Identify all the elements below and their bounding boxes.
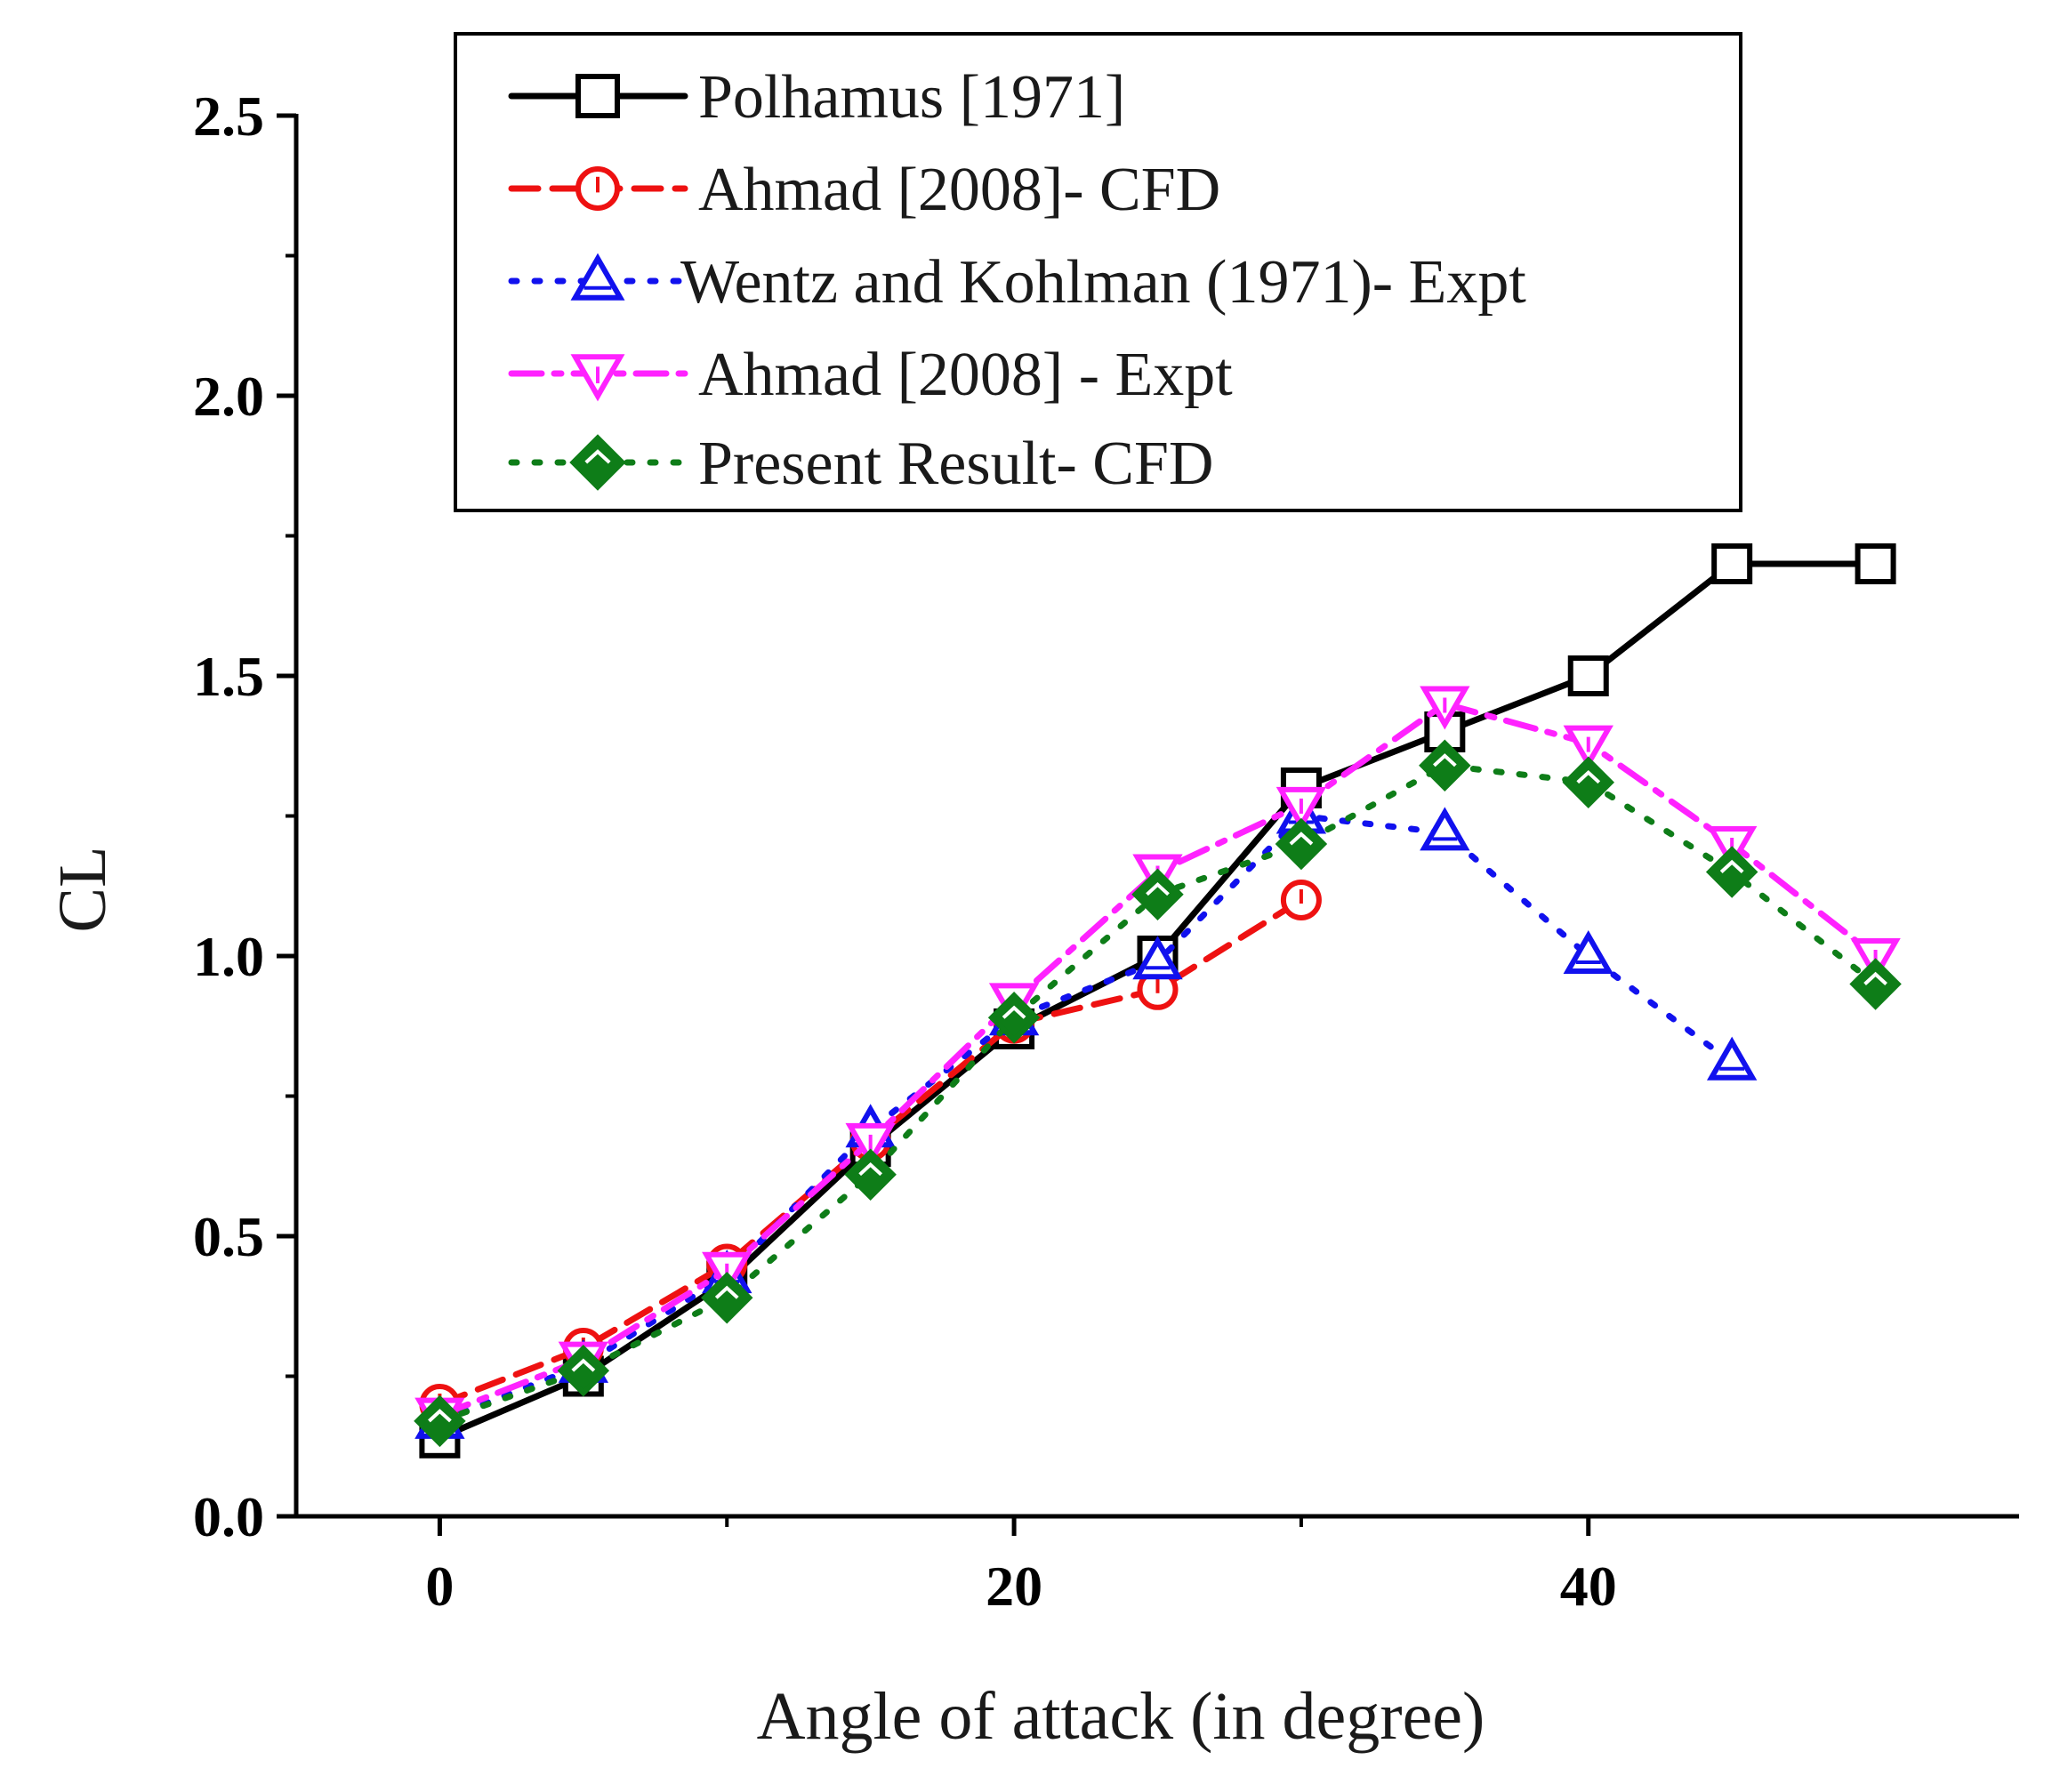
data-point	[1849, 958, 1902, 1010]
series-4	[414, 686, 1901, 1442]
data-point-highlight	[1146, 881, 1170, 896]
data-point-highlight	[858, 1161, 883, 1177]
x-tick-label: 20	[986, 1555, 1042, 1618]
data-point-highlight	[714, 1285, 739, 1299]
y-tick-label: 2.0	[193, 365, 264, 428]
legend-item: Ahmad [2008] - Expt	[508, 341, 1233, 409]
series-line	[436, 701, 1879, 1419]
legend: Polhamus [1971] Ahmad [2008]- CFD Wentz an…	[454, 32, 1742, 512]
data-point	[1711, 543, 1753, 584]
series-5	[414, 739, 1902, 1448]
data-point	[1563, 929, 1613, 974]
legend-label: Present Result- CFD	[698, 430, 1213, 498]
data-point-highlight	[1432, 753, 1457, 767]
x-axis-title: Angle of attack (in degree)	[757, 1679, 1485, 1754]
legend-item: Wentz and Kohlman (1971)- Expt	[508, 248, 1526, 317]
legend-label: Polhamus [1971]	[698, 63, 1125, 132]
data-point	[1562, 756, 1614, 808]
y-tick-label: 0.0	[193, 1485, 264, 1548]
data-point	[701, 1272, 753, 1324]
data-point	[1131, 868, 1184, 920]
axes-group: 0.0 0.5 1.0 1.5 2.0 2.5 0 20 40	[193, 84, 2019, 1618]
data-point	[844, 1148, 897, 1201]
x-tick-label: 40	[1560, 1555, 1617, 1618]
legend-box	[454, 32, 1742, 512]
data-point-highlight	[1719, 859, 1744, 873]
legend-marker	[569, 434, 626, 491]
data-point	[557, 1344, 610, 1397]
data-point-highlight	[571, 1358, 596, 1372]
data-point-highlight	[1002, 1005, 1026, 1019]
legend-item: Polhamus [1971]	[508, 63, 1125, 132]
legend-label: Wentz and Kohlman (1971)- Expt	[680, 248, 1526, 317]
data-point	[1567, 655, 1609, 696]
data-point-highlight	[1863, 971, 1887, 985]
data-point	[414, 1394, 466, 1448]
x-tick-label: 0	[425, 1555, 454, 1618]
data-point-highlight	[1576, 769, 1601, 784]
data-point-highlight	[1289, 832, 1314, 846]
data-point	[1855, 543, 1896, 584]
data-point	[1419, 739, 1471, 792]
y-axis-title: CL	[45, 846, 120, 932]
data-point	[1705, 846, 1758, 898]
y-tick-label: 1.5	[193, 645, 264, 708]
legend-label: Ahmad [2008] - Expt	[698, 341, 1233, 409]
series-line	[436, 813, 1735, 1425]
data-point	[1420, 807, 1470, 851]
data-point	[987, 992, 1041, 1044]
legend-item: Present Result- CFD	[508, 430, 1213, 498]
data-point	[1275, 817, 1328, 871]
legend-marker-highlight	[584, 449, 611, 464]
y-tick-label: 2.5	[193, 84, 264, 148]
data-point-highlight	[428, 1409, 452, 1423]
legend-item: Ahmad [2008]- CFD	[508, 156, 1220, 224]
axis-labels-group: CL Angle of attack (in degree)	[45, 846, 1485, 1754]
legend-marker	[575, 74, 620, 118]
legend-label: Ahmad [2008]- CFD	[698, 156, 1220, 224]
y-tick-label: 1.0	[193, 925, 264, 988]
y-tick-label: 0.5	[193, 1205, 264, 1268]
series-group	[414, 543, 1902, 1459]
data-point	[1706, 1036, 1758, 1081]
